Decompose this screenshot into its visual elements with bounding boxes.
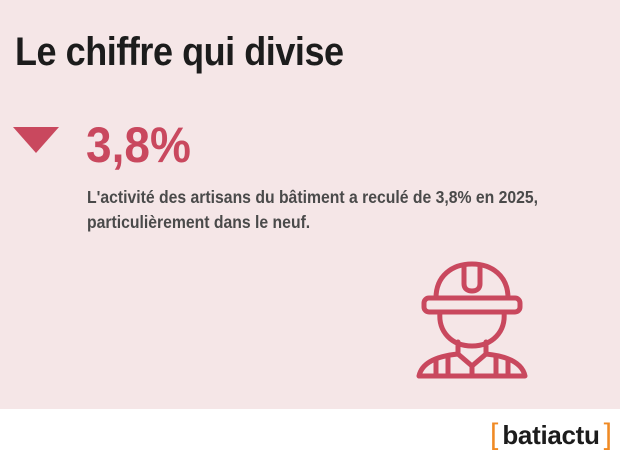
page-title: Le chiffre qui divise	[15, 30, 344, 74]
logo-name: batiactu	[502, 420, 600, 450]
logo-right-bracket: ]	[603, 418, 612, 451]
infographic-panel: Le chiffre qui divise 3,8% L'activité de…	[0, 0, 620, 409]
batiactu-logo[interactable]: [ batiactu ]	[490, 420, 612, 450]
stat-value: 3,8%	[86, 117, 191, 173]
stat-description: L'activité des artisans du bâtiment a re…	[87, 187, 539, 232]
logo-left-bracket: [	[490, 418, 499, 451]
construction-worker-icon	[416, 261, 528, 379]
triangle-down-icon	[13, 127, 59, 153]
